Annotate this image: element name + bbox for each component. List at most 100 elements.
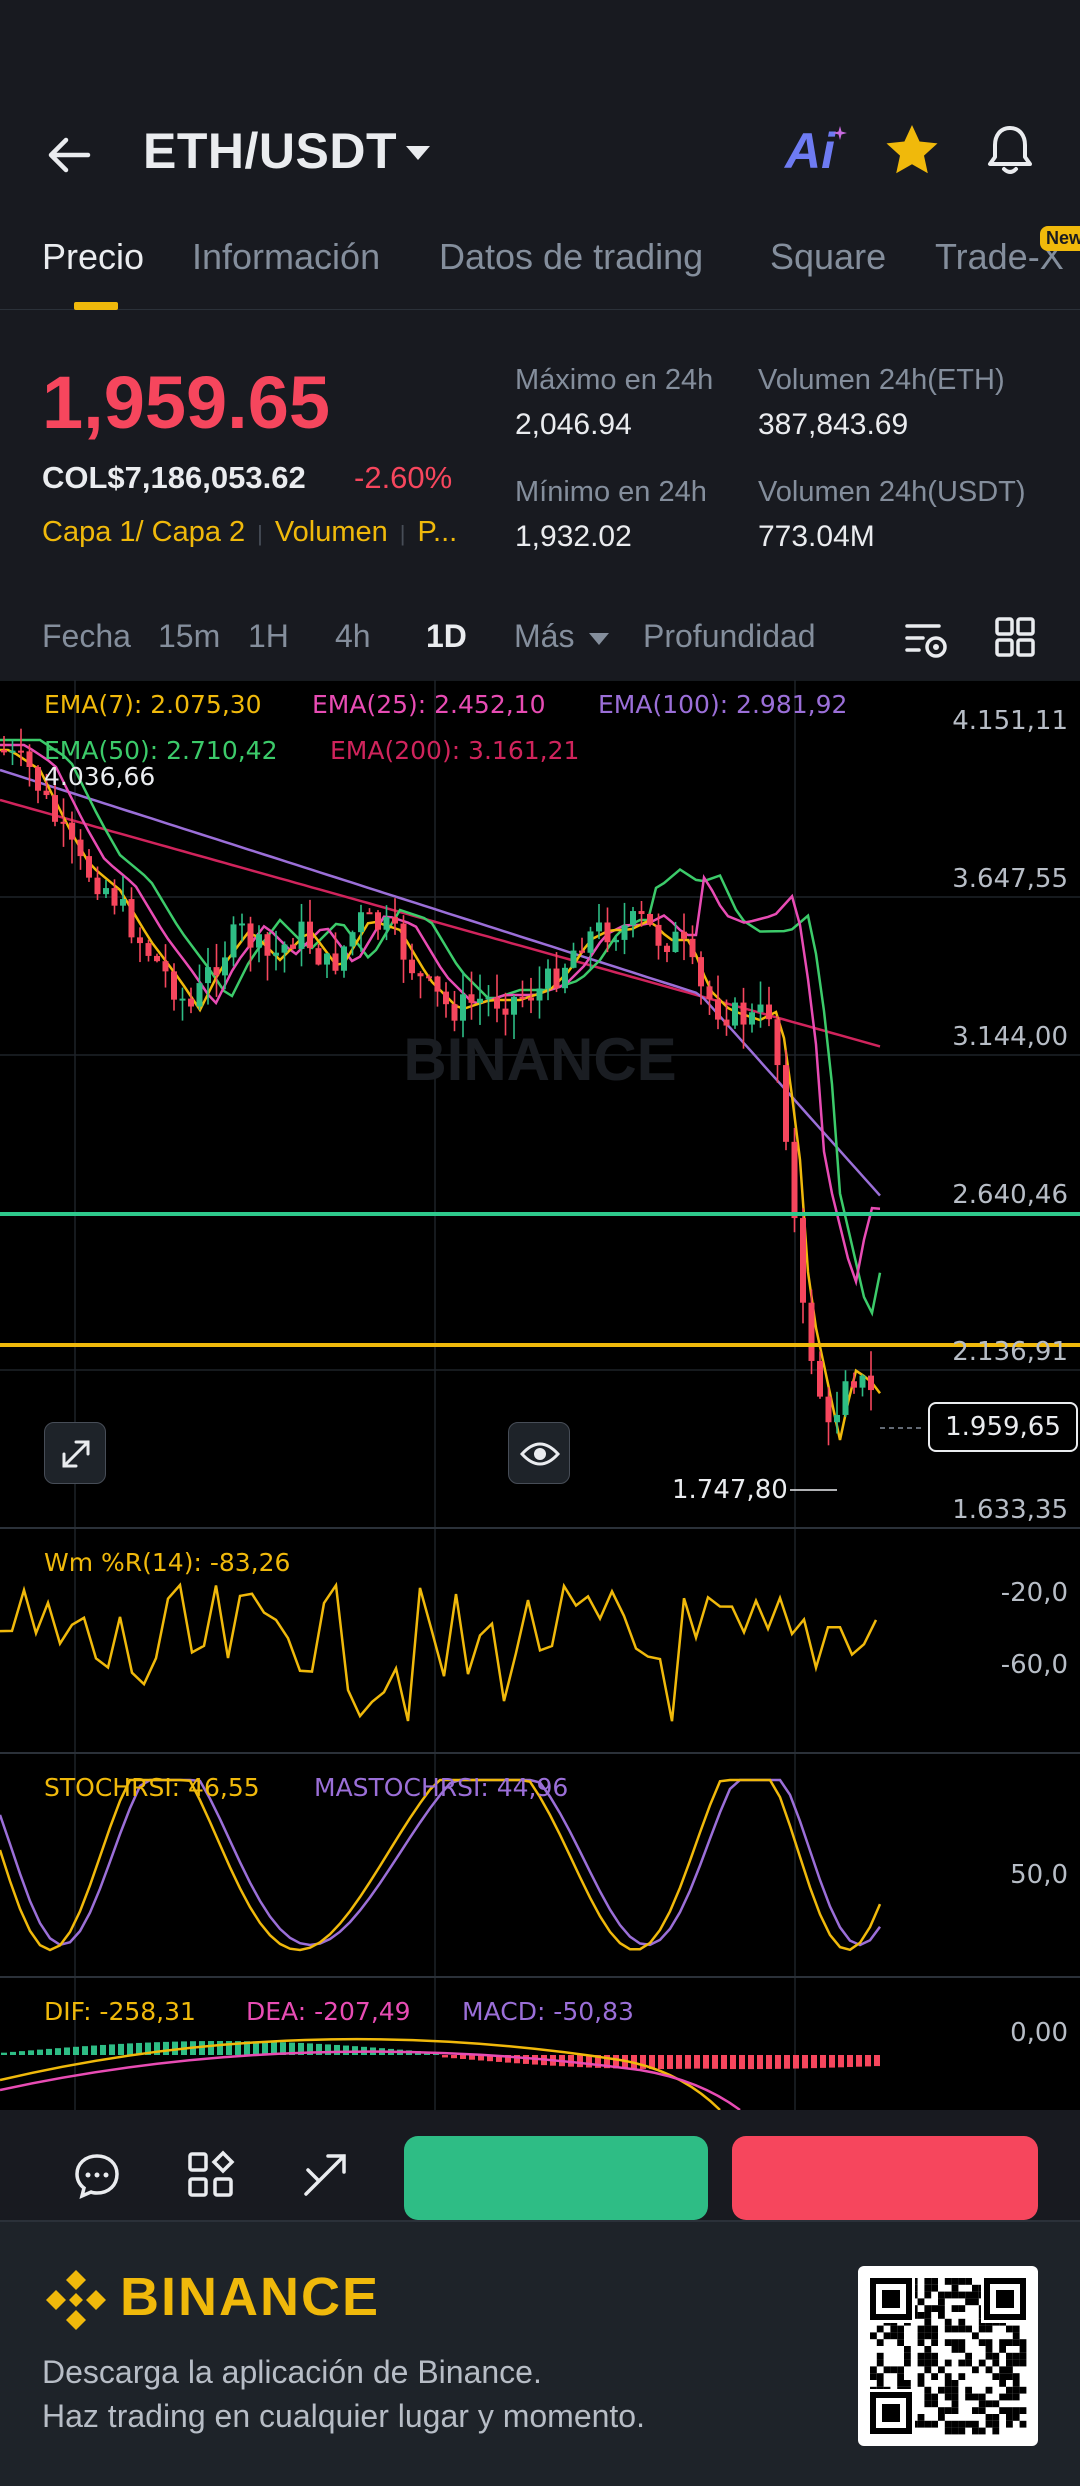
macd-bar — [469, 2055, 475, 2060]
app-header: ETH/USDT Ai — [0, 0, 1080, 310]
back-arrow-icon[interactable] — [40, 125, 100, 185]
candle-body — [825, 1396, 832, 1423]
candle-body — [485, 997, 492, 1000]
tab-square[interactable]: Square — [770, 236, 887, 277]
fullscreen-button[interactable] — [44, 1422, 106, 1484]
interval-1d[interactable]: 1D — [426, 618, 467, 654]
caret-down-icon[interactable] — [588, 632, 610, 646]
candle-body — [230, 924, 237, 958]
macd-bar — [712, 2055, 718, 2069]
candle-body — [179, 998, 186, 1001]
kline-chart[interactable]: BINANCE EMA(7): 2.075,30 EMA(25): 2.452,… — [0, 680, 1080, 2110]
candle-body — [468, 994, 475, 1003]
candle-body — [808, 1302, 815, 1361]
expand-icon — [62, 1440, 90, 1468]
tab-precio[interactable]: Precio — [42, 236, 145, 277]
tab-bar: Precio Información Datos de trading Squa… — [0, 226, 1080, 310]
macd-bar — [226, 2041, 232, 2055]
tab-datos-de-trading[interactable]: Datos de trading — [439, 236, 704, 277]
ema25-label: EMA(25): 2.452,10 — [312, 690, 546, 719]
high-24h-value: 2,046.94 — [515, 408, 632, 441]
macd-bar — [874, 2055, 880, 2067]
mastochrsi-label: MASTOCHRSI: 44,96 — [314, 1773, 569, 1802]
trade-arrow-icon[interactable] — [300, 2150, 350, 2200]
candle-body — [332, 953, 339, 971]
download-banner: BINANCE Descarga la aplicación de Binanc… — [0, 2220, 1080, 2486]
chevron-down-icon[interactable] — [404, 143, 432, 163]
wr-axis-label: -20,0 — [1000, 1578, 1068, 1608]
interval-fecha[interactable]: Fecha — [42, 618, 131, 654]
price-axis-label: 4.151,11 — [952, 706, 1068, 736]
candle-body — [451, 1004, 458, 1021]
sell-button[interactable] — [732, 2136, 1038, 2220]
macd-bar — [163, 2041, 169, 2055]
macd-bar — [289, 2042, 295, 2055]
interval-mas[interactable]: Más — [514, 618, 575, 654]
candle-body — [1, 750, 7, 753]
macd-bar — [478, 2055, 484, 2061]
current-price-tag[interactable]: 1.959,65 — [928, 1402, 1078, 1452]
candle-body — [256, 934, 262, 948]
interval-15m[interactable]: 15m — [158, 618, 221, 654]
depth-tab[interactable]: Profundidad — [643, 618, 816, 654]
visibility-button[interactable] — [508, 1422, 570, 1484]
pair-title[interactable]: ETH/USDT — [143, 123, 397, 179]
macd-bar — [28, 2050, 34, 2055]
chat-icon[interactable] — [72, 2150, 122, 2200]
price-change-percent: -2.60% — [354, 460, 453, 495]
candle-body — [273, 952, 279, 956]
grid-apps-icon[interactable] — [186, 2150, 236, 2200]
candle-body — [128, 899, 135, 938]
low-24h-value: 1,932.02 — [515, 520, 632, 553]
ema200-label: EMA(200): 3.161,21 — [330, 736, 580, 765]
ai-assistant-icon[interactable]: Ai — [785, 123, 835, 179]
macd-bar — [46, 2048, 52, 2055]
candle-body — [672, 931, 679, 953]
layout-grid-icon[interactable] — [994, 616, 1036, 658]
macd-bar — [577, 2055, 583, 2068]
qr-code[interactable] — [858, 2266, 1038, 2446]
tag-row: Capa 1/ Capa 2 | Volumen | P... — [42, 516, 458, 548]
interval-4h[interactable]: 4h — [335, 618, 371, 654]
candle-body — [757, 1004, 764, 1013]
macd-bar — [1, 2052, 7, 2055]
bell-icon[interactable] — [980, 120, 1040, 180]
candle-body — [409, 959, 415, 974]
macd-bar — [730, 2055, 736, 2070]
candle-body — [426, 976, 432, 979]
low-24h-label: Mínimo en 24h — [515, 476, 707, 508]
macd-bar — [766, 2055, 772, 2069]
volume-quote-label: Volumen 24h(USDT) — [758, 476, 1026, 508]
stoch-axis-label: 50,0 — [1010, 1860, 1068, 1890]
price-axis-label: 2.640,46 — [952, 1180, 1068, 1210]
low-marker-label: 1.747,80 — [672, 1475, 788, 1505]
tag-capa[interactable]: Capa 1/ Capa 2 — [42, 516, 246, 548]
tag-more[interactable]: P... — [417, 516, 458, 548]
last-price: 1,959.65 — [42, 361, 331, 444]
active-tab-indicator — [74, 302, 118, 310]
candle-body — [349, 932, 356, 947]
candle-body — [715, 999, 721, 1020]
candle-body — [52, 795, 58, 822]
macd-bar — [253, 2041, 259, 2055]
favorite-star-icon[interactable] — [882, 120, 942, 180]
macd-bar — [208, 2041, 214, 2055]
macd-bar — [658, 2055, 664, 2069]
tag-volumen[interactable]: Volumen — [274, 516, 388, 548]
tab-informacion[interactable]: Información — [192, 236, 381, 277]
candle-body — [35, 766, 41, 791]
macd-bar — [505, 2055, 511, 2063]
candle-body — [655, 924, 662, 946]
chart-canvas[interactable]: BINANCE — [0, 680, 1080, 2110]
macd-bar — [91, 2045, 97, 2055]
buy-button[interactable] — [404, 2136, 708, 2220]
indicator-settings-icon[interactable] — [905, 618, 949, 660]
ema100-label: EMA(100): 2.981,92 — [598, 690, 848, 719]
candle-body — [766, 1004, 772, 1020]
candle-body — [171, 971, 177, 1000]
candle-body — [732, 1002, 738, 1026]
interval-1h[interactable]: 1H — [248, 618, 289, 654]
candle-body — [851, 1381, 857, 1388]
candle-body — [545, 968, 551, 989]
candle-body — [868, 1375, 874, 1391]
